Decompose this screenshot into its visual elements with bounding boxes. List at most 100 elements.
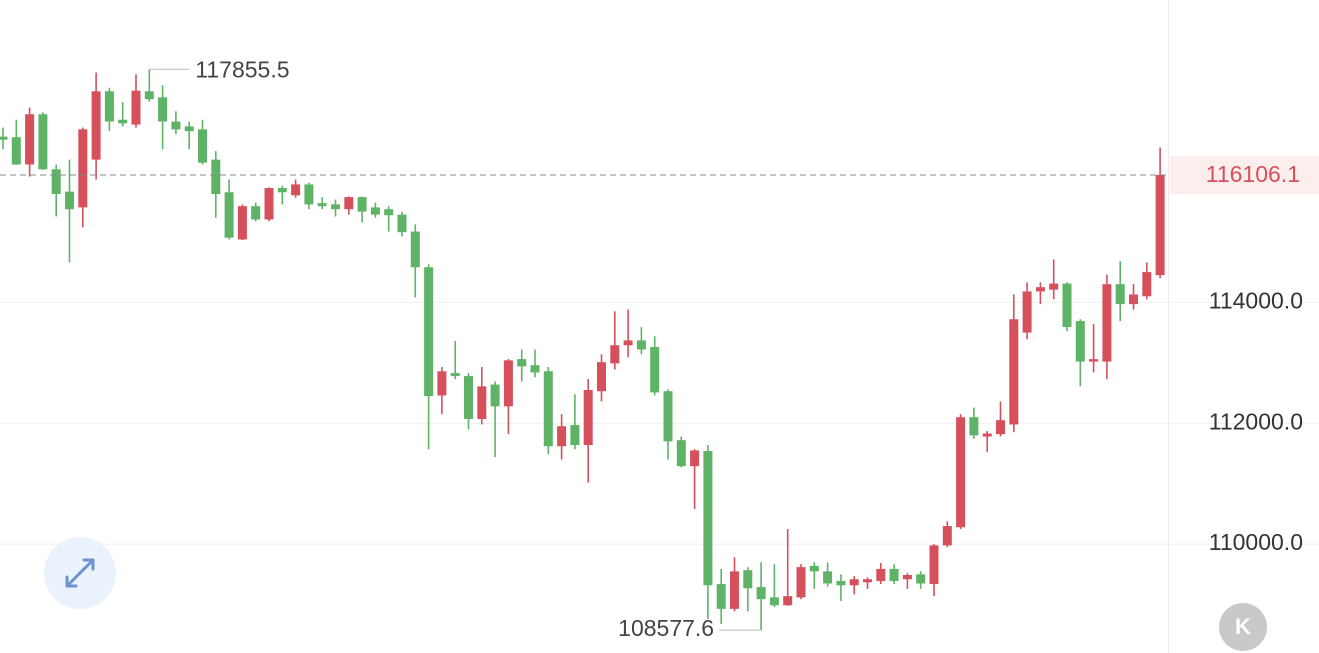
candle-body [703,451,713,586]
candle-body [956,417,966,528]
candle-body [51,169,61,195]
candle-body [224,192,234,238]
candle-body [1062,283,1072,328]
candle-body [477,386,487,420]
candle-body [530,365,540,373]
candle-body [503,360,513,407]
candle-body [237,206,247,240]
expand-button[interactable] [44,537,116,609]
candle-body [291,184,301,196]
candle-body [131,90,141,125]
candle-body [1115,284,1125,305]
candle-body [1075,321,1085,362]
candle-body [1102,284,1112,362]
k-button-label[interactable]: K [1235,614,1251,639]
candle-body [317,203,327,207]
candle-body [676,440,686,467]
candle-body [769,597,779,606]
candle-body [1089,359,1099,362]
candle-body [756,587,766,600]
candle-body [304,184,314,205]
candle-body [783,596,793,606]
candle-body [11,137,21,165]
candle-body [1142,272,1152,297]
candle-body [25,114,35,165]
candle-body [730,571,739,609]
candle-body [583,389,593,446]
candle-body [570,425,580,446]
candle-body [344,197,354,210]
candle-body [251,206,261,220]
y-tick-label: 110000.0 [1209,529,1303,555]
candle-body [517,359,527,367]
candle-body [902,575,912,580]
candle-body [1035,287,1045,292]
candle-body [211,159,221,195]
candle-body [331,204,340,210]
candle-body [982,433,992,437]
y-tick-label: 114000.0 [1209,287,1303,313]
candle-body [78,129,88,208]
candle-body [464,376,473,420]
candle-body [942,526,952,546]
candle-body [198,129,207,163]
candle-body [597,362,606,392]
candle-body [809,565,819,572]
candle-body [264,188,274,220]
candle-body [370,207,380,215]
candle-body [836,581,846,586]
candle-body [1022,291,1032,333]
candle-body [796,567,806,598]
candle-body [410,231,420,268]
candle-body [384,209,394,216]
candle-body [38,114,48,170]
candle-body [104,91,114,122]
candle-body [91,91,101,160]
candle-body [1155,174,1165,276]
expand-icon[interactable] [65,558,95,588]
candle-body [650,347,660,393]
candle-body [929,545,939,585]
candle-body [184,126,194,132]
candle-body [823,571,833,584]
candle-body [876,568,886,582]
last-price-label: 116106.1 [1206,161,1300,187]
candle-body [277,188,287,193]
candle-body [450,373,460,377]
candle-body [636,340,646,350]
candle-body [863,579,872,583]
candle-body [690,450,700,467]
candle-body [144,91,154,100]
candle-body [1009,319,1019,425]
high-label: 117855.5 [195,56,289,82]
candle-body [969,417,979,436]
candle-body [1129,294,1138,305]
candle-body [0,136,8,140]
candle-body [557,426,567,447]
candle-body [397,214,407,233]
grid [0,301,1319,545]
candle-body [118,119,128,124]
k-button-bg[interactable] [1219,603,1267,651]
candle-body [490,384,500,407]
last-price-bg [1170,155,1319,194]
k-button[interactable]: K [1219,603,1267,651]
candle-body [610,345,620,364]
candle-body [743,570,753,589]
candle-body [65,191,74,210]
candles [0,69,1165,631]
candle-body [424,267,434,397]
labels: 110000.0 112000.0 114000.0 117855.5 108577.6… [0,56,1319,641]
candle-body [1049,283,1059,290]
y-tick-label: 112000.0 [1209,408,1303,434]
candle-body [543,371,553,447]
candle-body [889,568,899,582]
candle-body [849,579,859,586]
candle-body [916,574,926,584]
candle-body [716,584,726,609]
candle-body [158,97,168,122]
candle-body [996,420,1005,435]
candle-body [623,340,633,346]
